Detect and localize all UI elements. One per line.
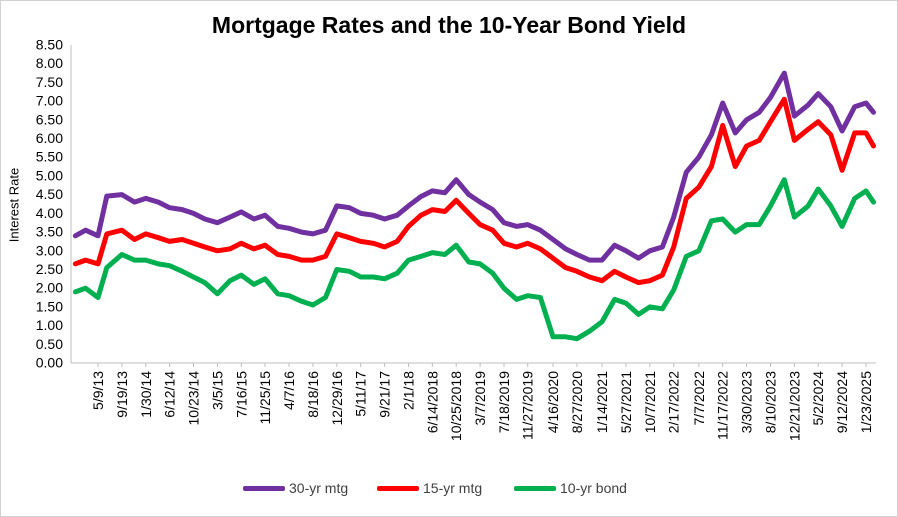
y-tick-label: 8.50 xyxy=(36,37,63,53)
x-tick-label: 1/30/14 xyxy=(138,371,154,418)
legend-item-10yr: 10-yr bond xyxy=(514,478,627,498)
x-tick-label: 7/16/15 xyxy=(233,371,249,418)
legend-swatch-30yr xyxy=(243,485,285,491)
y-tick-label: 7.50 xyxy=(36,74,63,90)
axes: 0.00 0.50 1.00 1.50 2.00 2.50 3.00 3.50 4.00 4.50… xyxy=(36,37,876,441)
x-tick-label: 3/30/2023 xyxy=(739,371,755,433)
legend-swatch-15yr xyxy=(377,485,419,491)
series-line-10-yr-bond xyxy=(72,177,876,342)
legend-label-15yr: 15-yr mtg xyxy=(423,480,483,496)
x-tick-label: 6/12/14 xyxy=(162,371,178,418)
legend-item-30yr: 30-yr mtg xyxy=(243,478,348,498)
y-tick-label: 7.00 xyxy=(36,93,63,109)
x-tick-label: 8/10/2023 xyxy=(762,371,778,433)
x-tick-label: 12/21/2023 xyxy=(786,371,802,441)
x-tick-label: 12/29/16 xyxy=(329,371,345,426)
series-layer xyxy=(72,70,876,342)
y-tick-label: 4.00 xyxy=(36,205,63,221)
x-tick-label: 11/27/2019 xyxy=(520,371,536,440)
x-tick-label: 7/18/2019 xyxy=(496,371,512,433)
y-tick-label: 5.50 xyxy=(36,149,63,165)
y-tick-label: 6.50 xyxy=(36,111,63,127)
x-tick-label: 10/7/2021 xyxy=(642,371,658,433)
x-tick-label: 5/2/2024 xyxy=(810,371,826,426)
y-tick-label: 6.00 xyxy=(36,130,63,146)
series-line-15-yr-mtg xyxy=(72,96,876,286)
legend-item-15yr: 15-yr mtg xyxy=(377,478,482,498)
x-tick-label: 5/11/17 xyxy=(353,371,369,417)
x-tick-label: 11/17/2022 xyxy=(715,371,731,440)
y-tick-label: 2.50 xyxy=(36,261,63,277)
x-tick-label: 8/27/2020 xyxy=(569,371,585,433)
x-tick-label: 2/1/18 xyxy=(400,371,416,410)
y-tick-label: 2.00 xyxy=(36,280,63,296)
y-tick-label: 0.50 xyxy=(36,336,63,352)
x-tick-label: 9/19/13 xyxy=(114,371,130,418)
x-tick-label: 8/18/16 xyxy=(305,371,321,418)
x-tick-label: 10/25/2018 xyxy=(448,371,464,441)
x-tick-label: 5/9/13 xyxy=(90,371,106,410)
x-tick-label: 11/25/15 xyxy=(257,371,273,425)
legend-label-30yr: 30-yr mtg xyxy=(289,480,349,496)
x-tick-label: 3/5/15 xyxy=(209,371,225,410)
x-tick-label: 3/7/2019 xyxy=(472,371,488,426)
x-tick-label: 9/21/17 xyxy=(377,371,393,418)
x-tick-label: 9/12/2024 xyxy=(834,371,850,433)
x-tick-label: 7/7/2022 xyxy=(691,371,707,426)
x-tick-label: 1/23/2025 xyxy=(858,371,874,433)
x-tick-label: 10/23/14 xyxy=(186,371,202,426)
x-tick-label: 4/7/16 xyxy=(281,371,297,410)
x-tick-label: 1/14/2021 xyxy=(594,371,610,433)
y-tick-label: 3.50 xyxy=(36,224,63,240)
y-tick-label: 8.00 xyxy=(36,55,63,71)
x-tick-label: 6/14/2018 xyxy=(424,371,440,433)
series-line-30-yr-mtg xyxy=(72,70,876,263)
y-tick-label: 1.50 xyxy=(36,298,63,314)
x-tick-label: 5/27/2021 xyxy=(618,371,634,433)
y-tick-label: 5.00 xyxy=(36,167,63,183)
y-tick-label: 1.00 xyxy=(36,317,63,333)
legend-label-10yr: 10-yr bond xyxy=(560,480,627,496)
y-tick-label: 3.00 xyxy=(36,242,63,258)
x-tick-label: 4/16/2020 xyxy=(545,371,561,433)
x-tick-label: 2/17/2022 xyxy=(666,371,682,433)
y-tick-label: 4.50 xyxy=(36,186,63,202)
y-tick-label: 0.00 xyxy=(36,355,63,371)
legend-swatch-10yr xyxy=(514,485,556,491)
chart-title: Mortgage Rates and the 10-Year Bond Yiel… xyxy=(211,12,687,38)
